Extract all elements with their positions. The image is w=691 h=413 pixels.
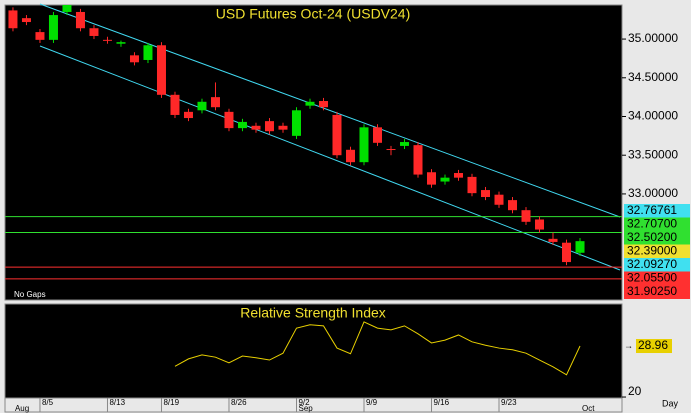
y-tick-label: 20 [628, 384, 642, 398]
candle-body [21, 18, 31, 23]
last-value-bg [636, 339, 672, 354]
gap-note: No Gaps [14, 290, 46, 299]
candle-body [467, 176, 477, 194]
candle-body [481, 190, 491, 198]
y-tick-label: 33.00000 [628, 186, 678, 200]
candle-body [440, 177, 450, 182]
candle-body [535, 219, 545, 230]
candle-body [494, 194, 504, 205]
y-tick-label: 33.50000 [628, 147, 678, 161]
x-tick-label: 9/16 [433, 398, 449, 407]
candle-body [210, 97, 220, 108]
candle-body [102, 39, 112, 41]
candle-body [359, 127, 369, 163]
last-marker: → [624, 340, 633, 350]
date-axis [4, 397, 623, 413]
candle-body [143, 45, 153, 60]
candle-body [183, 111, 193, 119]
level-label-bg [624, 285, 690, 299]
channel-upper [39, 3, 621, 218]
y-tick-label: 35.00000 [628, 31, 678, 45]
x-tick-label: 8/26 [231, 398, 247, 407]
candle-body [156, 45, 166, 95]
y-tick-label: 34.00000 [628, 109, 678, 123]
candle-body [197, 101, 207, 111]
x-unit: Day [662, 398, 679, 408]
candle-body [305, 101, 315, 106]
level-label-bg [624, 204, 690, 218]
level-label-bg [624, 244, 690, 259]
candle-body [116, 42, 126, 44]
candle-body [62, 5, 72, 12]
candle-body [75, 11, 85, 29]
candle-body [521, 210, 531, 222]
candle-body [89, 28, 99, 36]
candle-body [548, 238, 558, 242]
level-label-bg [624, 231, 690, 245]
candle-body [318, 101, 328, 108]
candle-body [372, 127, 382, 143]
y-tick-label: 34.50000 [628, 70, 678, 84]
level-label: 32.05500 [627, 271, 677, 285]
rsi-line [174, 321, 581, 376]
candle-body [399, 142, 409, 146]
level-label: 31.90250 [627, 284, 677, 298]
level-label: 32.76761 [627, 203, 677, 217]
last-value-label: 28.96 [638, 338, 668, 352]
candle-body [224, 111, 234, 129]
month-label: Aug [15, 404, 29, 413]
x-tick-label: 8/5 [42, 398, 54, 407]
candle-body [332, 114, 342, 156]
candle-body [386, 149, 396, 151]
candle-body [129, 55, 139, 63]
candle-body [575, 241, 585, 253]
x-tick-label: 8/19 [163, 398, 179, 407]
level-label-bg [624, 217, 690, 232]
candle-body [251, 125, 261, 130]
candle-body [35, 32, 45, 40]
level-label-bg [624, 258, 690, 272]
x-tick-label: 8/13 [109, 398, 125, 407]
level-label: 32.39000 [627, 244, 677, 258]
candle-body [278, 125, 288, 130]
x-tick-label: 9/23 [501, 398, 517, 407]
candle-body [413, 145, 423, 175]
candle-body [508, 200, 518, 211]
month-label: Sep [298, 404, 313, 413]
month-label: Oct [582, 404, 595, 413]
candle-body [264, 121, 274, 132]
level-label-bg [624, 271, 690, 286]
chart-title: USD Futures Oct-24 (USDV24) [216, 6, 411, 22]
candle-body [562, 242, 572, 263]
x-tick-label: 9/9 [366, 398, 378, 407]
candle-body [170, 94, 180, 115]
candle-body [8, 10, 18, 29]
price-panel [4, 4, 623, 301]
candle-body [48, 15, 58, 40]
candle-body [345, 149, 355, 163]
rsi-title: Relative Strength Index [240, 305, 386, 321]
level-label: 32.09270 [627, 257, 677, 271]
candle-body [454, 173, 464, 178]
candle-body [291, 110, 301, 136]
x-tick-label: 9/2 [298, 398, 310, 407]
level-label: 32.50200 [627, 230, 677, 244]
level-label: 32.70700 [627, 217, 677, 231]
candle-body [237, 121, 247, 129]
candle-body [426, 172, 436, 185]
